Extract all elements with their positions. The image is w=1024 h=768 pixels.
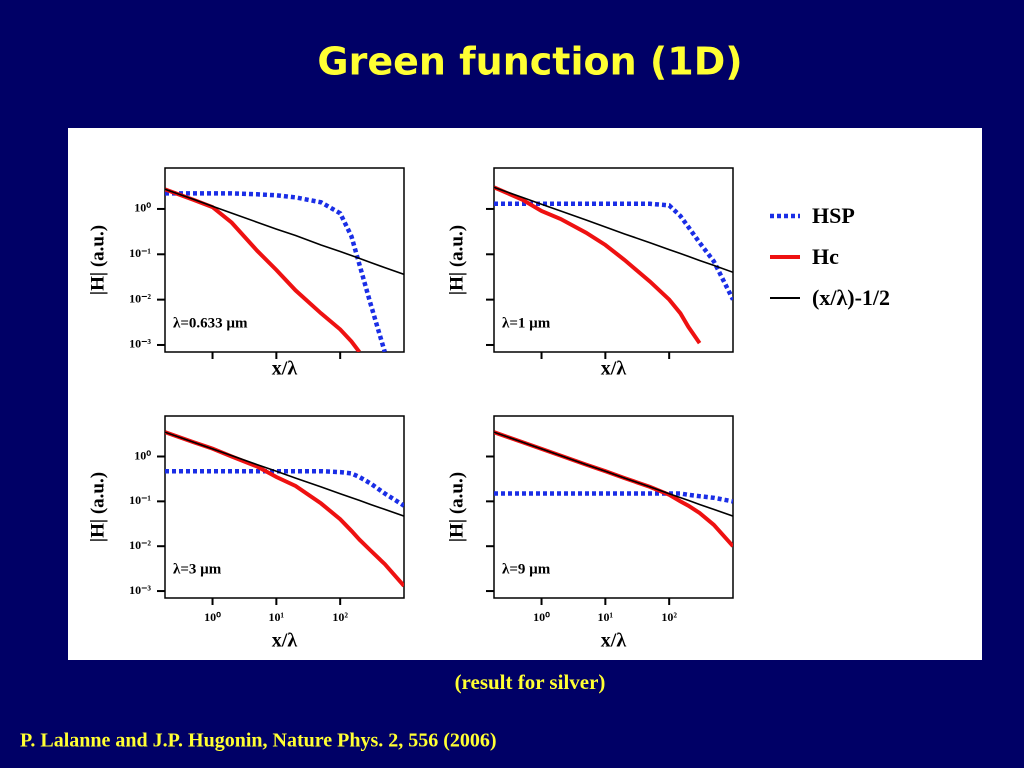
annotation: λ=3 µm <box>173 561 222 577</box>
plot-frame <box>164 167 405 353</box>
series-group <box>494 430 733 548</box>
annotation: λ=1 µm <box>502 315 551 331</box>
y-tick-label: 10⁻³ <box>129 337 151 351</box>
series-line <box>165 188 404 276</box>
x-tick-label: 10² <box>661 610 677 624</box>
x-axis-label: x/λ <box>272 630 298 652</box>
y-axis-label: |H| (a.u.) <box>87 225 108 295</box>
x-tick-label: 10² <box>332 610 348 624</box>
caption: (result for silver) <box>455 670 606 694</box>
series-line <box>494 185 702 345</box>
series-line <box>494 431 733 517</box>
series-line <box>165 468 404 508</box>
y-tick-label: 10⁻² <box>129 291 151 305</box>
legend-label: (x/λ)-1/2 <box>812 285 890 310</box>
x-tick-label: 10¹ <box>269 610 285 624</box>
series-line <box>494 491 733 504</box>
annotation: λ=9 µm <box>502 561 551 577</box>
series-line <box>165 191 387 352</box>
slide-title: Green function (1D) <box>317 40 742 84</box>
x-axis-label: x/λ <box>601 358 627 380</box>
annotation: λ=0.633 µm <box>173 315 248 331</box>
y-tick-label: 10⁰ <box>134 201 151 215</box>
y-tick-label: 10⁻² <box>129 538 151 552</box>
y-axis-label: |H| (a.u.) <box>446 472 467 542</box>
series-line <box>165 431 404 517</box>
series-line <box>494 201 733 301</box>
series-group <box>165 187 404 352</box>
reference: P. Lalanne and J.P. Hugonin, Nature Phys… <box>20 730 497 752</box>
y-tick-label: 10⁻³ <box>129 583 151 597</box>
y-tick-label: 10⁰ <box>134 448 151 462</box>
series-group <box>165 430 404 588</box>
y-tick-label: 10⁻¹ <box>129 246 151 260</box>
legend-label: Hc <box>812 244 839 269</box>
series-line <box>494 186 733 274</box>
series-group <box>494 185 733 345</box>
plot-frame <box>493 415 734 599</box>
y-tick-label: 10⁻¹ <box>129 493 151 507</box>
x-axis-label: x/λ <box>272 358 298 380</box>
x-tick-label: 10⁰ <box>204 610 221 624</box>
panel <box>68 128 982 660</box>
x-axis-label: x/λ <box>601 630 627 652</box>
plot-frame <box>164 415 405 599</box>
y-axis-label: |H| (a.u.) <box>446 225 467 295</box>
y-axis-label: |H| (a.u.) <box>87 472 108 542</box>
x-tick-label: 10⁰ <box>533 610 550 624</box>
plot-frame <box>493 167 734 353</box>
x-tick-label: 10¹ <box>598 610 614 624</box>
legend-label: HSP <box>812 203 855 228</box>
